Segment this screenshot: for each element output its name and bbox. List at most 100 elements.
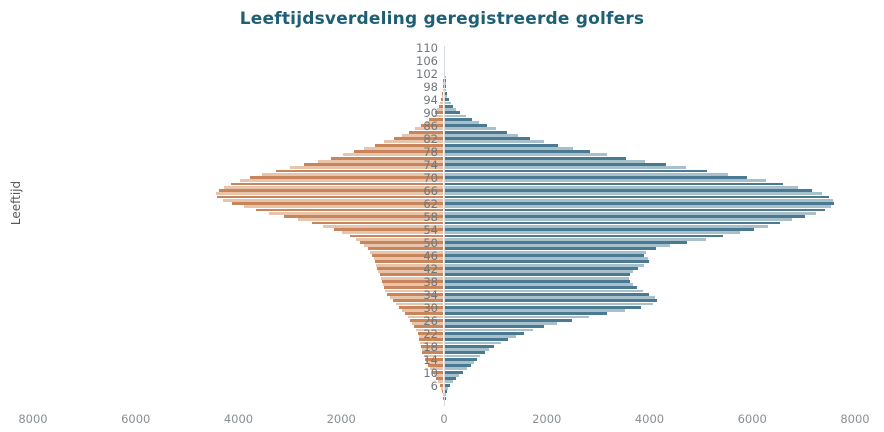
bar-left (333, 228, 444, 231)
bar-left (439, 383, 444, 387)
age-row (33, 221, 855, 225)
bar-left (421, 348, 444, 351)
bar-right (444, 163, 666, 166)
age-row (33, 357, 855, 361)
bar-left (439, 104, 444, 108)
bar-right (444, 169, 707, 173)
bar-right (444, 305, 642, 309)
bar-left (387, 292, 444, 296)
bar-right (444, 357, 477, 361)
age-row (33, 198, 855, 202)
bar-right (444, 192, 823, 196)
age-row (33, 56, 855, 59)
bar-left (342, 153, 444, 157)
bar-left (364, 244, 444, 248)
bar-right (444, 224, 768, 228)
bar-right (444, 211, 816, 215)
bar-left (420, 341, 444, 345)
age-row (33, 328, 855, 332)
x-tick-label: 6000 (121, 412, 151, 426)
age-row (33, 153, 855, 157)
age-row (33, 117, 855, 121)
bar-right (444, 153, 608, 157)
bar-right (444, 286, 638, 290)
bar-right (444, 176, 748, 179)
bar-right (444, 189, 812, 192)
bar-right (444, 338, 509, 342)
bar-right (444, 386, 448, 390)
bar-right (444, 263, 645, 267)
age-row (33, 386, 855, 390)
age-row (33, 143, 855, 147)
bar-right (444, 309, 625, 312)
bar-left (381, 276, 444, 280)
age-row (33, 72, 855, 76)
bar-left (372, 253, 444, 257)
bar-left (407, 315, 444, 319)
bar-right (444, 159, 646, 163)
x-axis-ticks: 8000 6000 4000 2000 0 2000 4000 6000 8000 (0, 408, 884, 432)
age-row (33, 279, 855, 283)
bar-right (444, 390, 447, 393)
bar-left (425, 120, 444, 124)
bar-left (441, 386, 444, 390)
age-row (33, 192, 855, 196)
bar-left (349, 234, 444, 238)
age-row (33, 260, 855, 264)
bar-right (444, 296, 655, 299)
bar-right (444, 185, 799, 189)
bar-left (275, 169, 444, 173)
bar-left (367, 247, 444, 251)
bar-right (444, 117, 472, 121)
age-row (33, 53, 855, 56)
bar-right (444, 140, 544, 144)
bar-left (432, 114, 444, 118)
age-row (33, 127, 855, 131)
age-row (33, 273, 855, 277)
zero-axis-line (444, 46, 445, 406)
age-row (33, 104, 855, 108)
age-row (33, 169, 855, 173)
age-row (33, 124, 855, 128)
bar-left (384, 286, 444, 290)
bar-right (444, 130, 507, 134)
bar-right (444, 250, 647, 254)
age-row (33, 373, 855, 377)
bar-right (444, 150, 590, 153)
age-row (33, 208, 855, 212)
bar-right (444, 289, 644, 293)
bar-right (444, 182, 784, 186)
bar-left (239, 179, 444, 183)
x-tick-label: 4000 (223, 412, 254, 426)
age-row (33, 69, 855, 72)
x-tick-label: 8000 (840, 412, 870, 426)
age-row (33, 137, 855, 141)
bar-right (444, 377, 456, 381)
bar-right (444, 114, 466, 118)
bar-right (444, 393, 446, 397)
age-row (33, 231, 855, 235)
bar-left (311, 221, 444, 225)
bar-right (444, 98, 449, 102)
bar-right (444, 302, 654, 306)
bar-left (323, 224, 444, 228)
age-row (33, 299, 855, 303)
x-tick-label: 6000 (737, 412, 767, 426)
bar-left (423, 354, 444, 358)
bar-right (444, 312, 607, 316)
bar-right (444, 218, 793, 222)
age-row (33, 163, 855, 166)
age-row (33, 98, 855, 102)
age-row (33, 50, 855, 53)
age-row (33, 305, 855, 309)
bar-right (444, 146, 574, 150)
age-row (33, 101, 855, 105)
chart-title: Leeftijdsverdeling geregistreerde golfer… (239, 9, 645, 29)
age-row (33, 322, 855, 325)
age-row (33, 370, 855, 374)
age-row (33, 179, 855, 183)
bar-left (422, 351, 444, 355)
bar-left (426, 360, 444, 364)
age-row (33, 360, 855, 364)
age-row (33, 292, 855, 296)
